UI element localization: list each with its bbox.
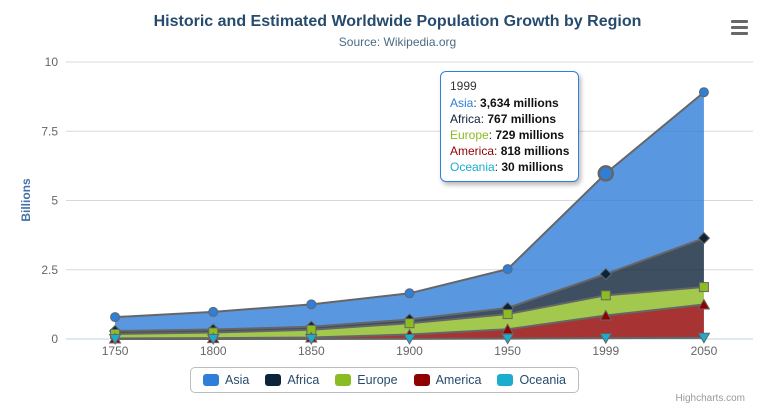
legend-item-label: Oceania <box>519 373 566 387</box>
tooltip-row: Europe: 729 millions <box>450 128 565 142</box>
marker-hover-asia[interactable] <box>597 165 615 182</box>
tooltip-series-name: Europe <box>450 128 489 142</box>
marker-asia-1850[interactable] <box>306 299 317 310</box>
area-africa[interactable] <box>115 238 704 334</box>
marker-america-2050[interactable] <box>697 298 711 310</box>
marker-america-1999[interactable] <box>599 309 613 321</box>
marker-asia-1900[interactable] <box>404 288 415 299</box>
legend-symbol <box>335 374 352 386</box>
tooltip-series-name: Asia <box>450 96 474 110</box>
legend: Asia Africa Europe America Oceania <box>190 367 579 393</box>
marker-asia-2050[interactable] <box>698 87 709 98</box>
legend-item-asia[interactable]: Asia <box>203 373 249 387</box>
marker-africa-1999[interactable] <box>599 267 612 281</box>
area-asia[interactable] <box>115 92 704 331</box>
tooltip-series-value: 30 millions <box>501 160 564 174</box>
y-axis-label: 5 <box>51 194 58 208</box>
credits-link[interactable]: Highcharts.com <box>675 393 745 404</box>
legend-item-america[interactable]: America <box>413 373 482 387</box>
tooltip-series-value: 818 millions <box>500 144 570 158</box>
marker-oceania-1750[interactable] <box>108 333 122 345</box>
marker-europe-1900[interactable] <box>404 318 415 329</box>
y-axis-title: Billions <box>19 178 33 222</box>
marker-oceania-1950[interactable] <box>501 333 515 345</box>
legend-symbol <box>265 374 282 386</box>
y-axis-label: 10 <box>45 55 59 69</box>
legend-item-label: Europe <box>357 373 398 387</box>
legend-symbol <box>203 374 219 386</box>
tooltip-series-name: Africa <box>450 112 481 126</box>
tooltip-row: Oceania: 30 millions <box>450 160 564 174</box>
marker-europe-1999[interactable] <box>600 290 611 301</box>
marker-asia-1800[interactable] <box>208 306 219 317</box>
legend-item-africa[interactable]: Africa <box>265 373 319 387</box>
hamburger-icon <box>731 32 748 35</box>
tooltip-series-value: 767 millions <box>487 112 557 126</box>
marker-europe-1950[interactable] <box>502 309 513 320</box>
tooltip-row: America: 818 millions <box>450 144 570 158</box>
legend-item-oceania[interactable]: Oceania <box>497 373 566 387</box>
tooltip: 1999 Asia: 3,634 millions Africa: 767 mi… <box>440 71 580 182</box>
tooltip-row: Asia: 3,634 millions <box>450 96 559 110</box>
hamburger-icon <box>731 20 748 23</box>
legend-item-europe[interactable]: Europe <box>335 373 398 387</box>
marker-europe-2050[interactable] <box>698 282 709 293</box>
marker-oceania-1850[interactable] <box>304 333 318 345</box>
marker-asia-1750[interactable] <box>110 312 121 323</box>
y-axis-label: 0 <box>51 332 58 346</box>
legend-item-label: Asia <box>225 373 250 387</box>
marker-africa-2050[interactable] <box>697 231 711 245</box>
legend-item-label: Africa <box>287 373 320 387</box>
chart-title: Historic and Estimated Worldwide Populat… <box>153 13 642 30</box>
x-axis-label: 1999 <box>592 344 619 358</box>
marker-oceania-2050[interactable] <box>697 332 711 344</box>
x-axis-label: 1750 <box>102 344 129 358</box>
legend-item-label: America <box>435 373 482 387</box>
x-axis-label: 1900 <box>396 344 423 358</box>
marker-asia-1950[interactable] <box>502 264 513 275</box>
tooltip-series-name: America <box>450 144 495 158</box>
hamburger-icon <box>731 26 748 29</box>
y-axis-label: 7.5 <box>41 124 58 138</box>
legend-symbol <box>497 374 514 386</box>
chart-subtitle: Source: Wikipedia.org <box>338 35 457 49</box>
tooltip-series-value: 3,634 millions <box>480 96 559 110</box>
x-axis-label: 1850 <box>298 344 325 358</box>
context-menu-button[interactable] <box>731 20 748 35</box>
y-axis-label: 2.5 <box>41 263 58 277</box>
x-axis-label: 1950 <box>494 344 521 358</box>
marker-oceania-1800[interactable] <box>206 333 220 345</box>
marker-oceania-1999[interactable] <box>599 333 613 345</box>
area-america[interactable] <box>115 304 704 339</box>
tooltip-series-name: Oceania <box>450 160 495 174</box>
x-axis-label: 2050 <box>691 344 718 358</box>
tooltip-series-value: 729 millions <box>495 128 565 142</box>
marker-oceania-1900[interactable] <box>403 333 416 345</box>
tooltip-header: 1999 <box>450 79 477 93</box>
tooltip-row: Africa: 767 millions <box>450 112 557 126</box>
x-axis-label: 1800 <box>200 344 227 358</box>
legend-symbol <box>413 374 430 386</box>
